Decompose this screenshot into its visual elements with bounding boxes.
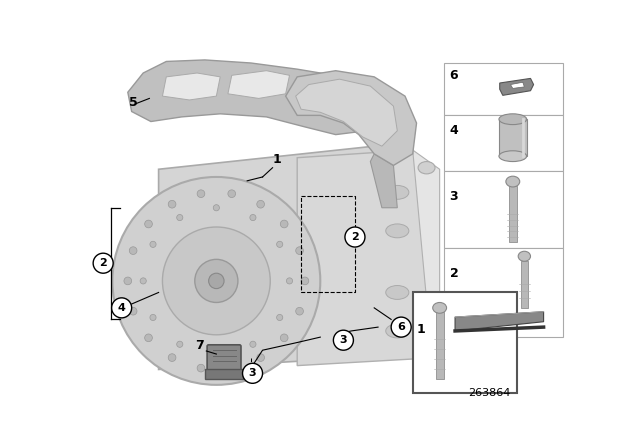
Ellipse shape — [386, 285, 409, 299]
Circle shape — [113, 177, 320, 385]
Ellipse shape — [506, 176, 520, 187]
Circle shape — [197, 190, 205, 198]
Text: 1: 1 — [417, 323, 426, 336]
Polygon shape — [371, 154, 397, 208]
Text: 7: 7 — [196, 340, 204, 353]
Circle shape — [296, 307, 303, 315]
Polygon shape — [500, 78, 534, 95]
Polygon shape — [159, 146, 420, 370]
Circle shape — [287, 278, 292, 284]
Text: 3: 3 — [340, 335, 348, 345]
FancyBboxPatch shape — [207, 345, 241, 377]
Text: 6: 6 — [397, 322, 405, 332]
Circle shape — [129, 307, 137, 315]
Circle shape — [243, 363, 262, 383]
Ellipse shape — [386, 224, 409, 238]
Ellipse shape — [386, 185, 409, 199]
Circle shape — [257, 354, 264, 362]
Ellipse shape — [433, 302, 447, 313]
Circle shape — [280, 334, 288, 342]
Circle shape — [168, 200, 176, 208]
Text: 1: 1 — [273, 153, 282, 166]
Circle shape — [195, 259, 238, 302]
Circle shape — [250, 215, 256, 221]
Polygon shape — [455, 312, 543, 331]
Text: 263864: 263864 — [468, 388, 511, 397]
Circle shape — [145, 334, 152, 342]
Circle shape — [301, 277, 308, 285]
Circle shape — [296, 247, 303, 254]
Circle shape — [345, 227, 365, 247]
Polygon shape — [297, 150, 432, 366]
Circle shape — [145, 220, 152, 228]
Circle shape — [333, 330, 353, 350]
Circle shape — [213, 205, 220, 211]
Text: 4: 4 — [450, 124, 458, 137]
Circle shape — [129, 247, 137, 254]
Text: 4: 4 — [118, 303, 125, 313]
Circle shape — [140, 278, 147, 284]
Circle shape — [177, 215, 183, 221]
Circle shape — [257, 200, 264, 208]
Ellipse shape — [386, 324, 409, 338]
Circle shape — [111, 298, 132, 318]
Ellipse shape — [499, 151, 527, 162]
Polygon shape — [511, 82, 524, 88]
Circle shape — [150, 241, 156, 247]
Text: 3: 3 — [450, 190, 458, 202]
Polygon shape — [228, 71, 289, 99]
Circle shape — [209, 273, 224, 289]
Bar — [509, 186, 516, 242]
Bar — [444, 171, 563, 248]
Polygon shape — [285, 71, 417, 165]
Text: 6: 6 — [450, 69, 458, 82]
Circle shape — [163, 227, 270, 335]
Bar — [499, 119, 527, 156]
Circle shape — [124, 277, 132, 285]
Bar — [205, 370, 243, 379]
Text: 5: 5 — [129, 96, 138, 109]
Ellipse shape — [499, 114, 527, 125]
Text: 3: 3 — [249, 368, 257, 378]
Bar — [413, 293, 516, 392]
Text: 2: 2 — [351, 232, 359, 242]
Circle shape — [168, 354, 176, 362]
Ellipse shape — [518, 251, 531, 261]
Circle shape — [93, 253, 113, 273]
Polygon shape — [128, 60, 382, 134]
Circle shape — [177, 341, 183, 347]
Ellipse shape — [418, 162, 435, 174]
Bar — [520, 261, 528, 308]
Circle shape — [276, 241, 283, 247]
Text: 2: 2 — [450, 267, 458, 280]
Circle shape — [280, 220, 288, 228]
Circle shape — [276, 314, 283, 321]
Circle shape — [150, 314, 156, 321]
Bar — [444, 63, 563, 116]
Circle shape — [228, 190, 236, 198]
Polygon shape — [296, 79, 397, 146]
Bar — [436, 313, 444, 379]
Polygon shape — [163, 73, 220, 100]
Circle shape — [197, 364, 205, 372]
Bar — [444, 116, 563, 171]
Bar — [444, 248, 563, 337]
Text: 2: 2 — [99, 258, 107, 268]
Circle shape — [250, 341, 256, 347]
Circle shape — [391, 317, 411, 337]
Polygon shape — [413, 150, 440, 366]
Circle shape — [213, 351, 220, 357]
Circle shape — [228, 364, 236, 372]
